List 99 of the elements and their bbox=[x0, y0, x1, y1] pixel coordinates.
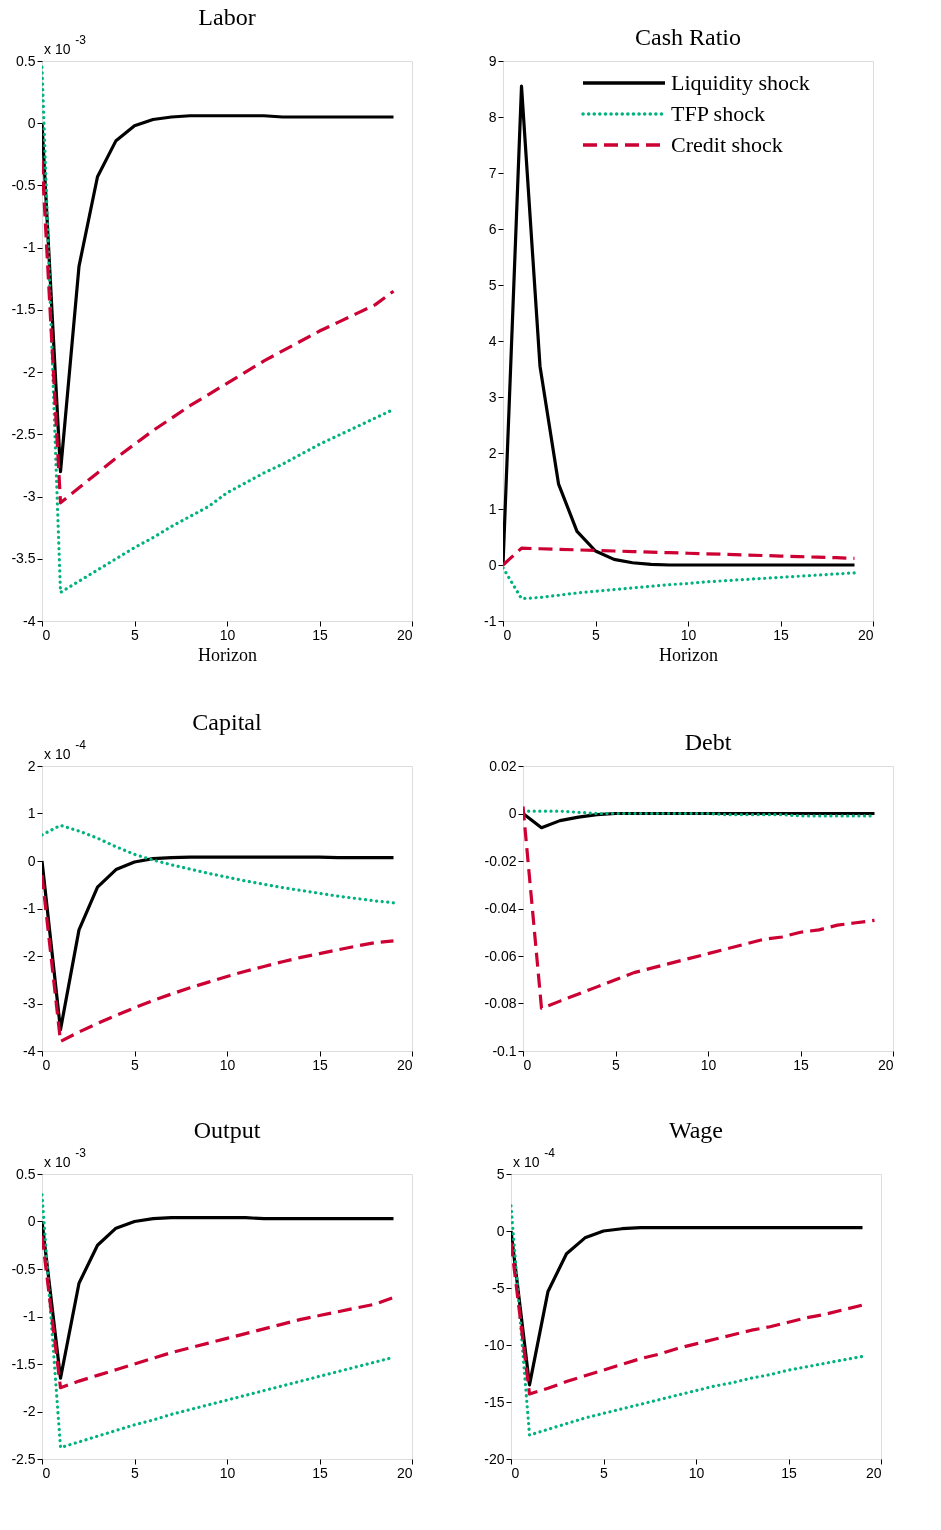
y-tick-label: -0.04 bbox=[484, 900, 517, 916]
chart-title: Wage bbox=[668, 1117, 724, 1143]
y-tick-label: 1 bbox=[27, 805, 36, 821]
y-tick-label: 3 bbox=[488, 388, 497, 405]
y-tick-label: 0 bbox=[27, 852, 36, 869]
y-tick-label: 5 bbox=[488, 276, 497, 293]
y-tick-label: 1 bbox=[488, 500, 497, 517]
y-tick-label: -0.5 bbox=[11, 176, 36, 193]
x-tick-label: 20 bbox=[857, 626, 874, 643]
y-tick-label: 0 bbox=[508, 805, 517, 821]
y-tick-label: -3 bbox=[23, 488, 36, 505]
y-tick-label: -2 bbox=[23, 947, 36, 964]
y-tick-label: -2 bbox=[23, 1403, 36, 1419]
y-tick-label: 6 bbox=[488, 220, 497, 237]
text: x 10-3 bbox=[44, 33, 87, 57]
x-tick-label: 5 bbox=[131, 1056, 140, 1073]
y-tick-label: -10 bbox=[484, 1336, 505, 1353]
line-series bbox=[503, 546, 857, 567]
legend-label: Liquidity shock bbox=[671, 70, 810, 95]
x-tick-label: 20 bbox=[865, 1464, 882, 1481]
y-tick-label: 0 bbox=[496, 1222, 505, 1239]
x-axis-title: Horizon bbox=[198, 644, 257, 665]
y-tick-label: 0.02 bbox=[489, 757, 517, 774]
x-tick-label: 20 bbox=[396, 626, 413, 643]
chart-title: Capital bbox=[192, 709, 262, 735]
y-tick-label: -2.5 bbox=[11, 1450, 36, 1467]
chart-title: Cash Ratio bbox=[635, 24, 741, 50]
x-tick-label: 10 bbox=[219, 1056, 236, 1073]
y-tick-label: -4 bbox=[23, 1042, 36, 1059]
x-tick-label: 20 bbox=[877, 1056, 894, 1073]
y-tick-label: -1 bbox=[484, 612, 497, 629]
x-tick-label: 5 bbox=[592, 626, 601, 643]
y-tick-label: 2 bbox=[27, 757, 36, 774]
x-tick-label: 10 bbox=[680, 626, 697, 643]
y-tick-label: -0.08 bbox=[484, 995, 517, 1011]
line-series bbox=[523, 804, 877, 1010]
y-tick-label: -2.5 bbox=[11, 425, 36, 442]
y-tick-label: -15 bbox=[484, 1393, 505, 1410]
y-tick-label: -0.5 bbox=[11, 1260, 36, 1277]
y-tick-label: 7 bbox=[488, 164, 497, 181]
y-tick-label: -3.5 bbox=[11, 550, 36, 567]
y-tick-label: 5 bbox=[496, 1165, 505, 1182]
x-tick-label: 0 bbox=[42, 1056, 51, 1073]
y-tick-label: 2 bbox=[488, 444, 497, 461]
x-tick-label: 0 bbox=[42, 626, 51, 643]
y-tick-label: 4 bbox=[488, 332, 497, 349]
y-tick-label: 9 bbox=[488, 52, 497, 69]
x-tick-label: 15 bbox=[781, 1464, 797, 1481]
y-tick-label: -0.02 bbox=[484, 852, 517, 869]
x-tick-label: 15 bbox=[773, 626, 789, 643]
legend-label: Credit shock bbox=[671, 132, 783, 157]
x-tick-label: 5 bbox=[612, 1056, 621, 1073]
line-series bbox=[511, 1204, 865, 1437]
x-tick-label: 10 bbox=[700, 1056, 717, 1073]
x-tick-label: 15 bbox=[312, 1056, 328, 1073]
y-tick-label: 0 bbox=[27, 114, 36, 131]
chart-title: Debt bbox=[684, 729, 732, 755]
y-tick-label: -0.1 bbox=[492, 1042, 517, 1059]
y-tick-label: -4 bbox=[23, 612, 36, 629]
x-tick-label: 5 bbox=[131, 626, 140, 643]
x-tick-label: 15 bbox=[312, 626, 328, 643]
text: x 10-4 bbox=[44, 738, 87, 762]
y-tick-label: -20 bbox=[484, 1450, 505, 1467]
x-tick-label: 0 bbox=[42, 1464, 51, 1481]
x-tick-label: 0 bbox=[523, 1056, 532, 1073]
text: x 10-4 bbox=[513, 1146, 556, 1170]
x-tick-label: 10 bbox=[688, 1464, 705, 1481]
x-tick-label: 15 bbox=[312, 1464, 328, 1481]
y-tick-label: 0.5 bbox=[16, 52, 36, 69]
line-series bbox=[42, 1234, 396, 1390]
y-tick-label: 0 bbox=[488, 556, 497, 573]
y-tick-label: -3 bbox=[23, 995, 36, 1011]
y-tick-label: -1 bbox=[23, 239, 36, 256]
x-tick-label: 10 bbox=[219, 626, 236, 643]
line-series bbox=[42, 158, 396, 505]
text: x 10-3 bbox=[44, 1146, 87, 1170]
x-tick-label: 5 bbox=[131, 1464, 140, 1481]
x-tick-label: 10 bbox=[219, 1464, 236, 1481]
y-tick-label: -2 bbox=[23, 363, 36, 380]
y-tick-label: 0.5 bbox=[16, 1165, 36, 1182]
y-tick-label: 8 bbox=[488, 108, 497, 125]
x-tick-label: 20 bbox=[396, 1464, 413, 1481]
x-axis-title: Horizon bbox=[659, 644, 718, 665]
y-tick-label: -1.5 bbox=[11, 1355, 36, 1372]
y-tick-label: -5 bbox=[492, 1279, 505, 1296]
line-series bbox=[42, 823, 396, 905]
chart-title: Output bbox=[193, 1117, 261, 1143]
x-tick-label: 5 bbox=[600, 1464, 609, 1481]
legend-label: TFP shock bbox=[671, 101, 765, 126]
line-series bbox=[42, 873, 396, 1044]
y-tick-label: -1.5 bbox=[11, 301, 36, 318]
x-tick-label: 15 bbox=[793, 1056, 809, 1073]
y-tick-label: -1 bbox=[23, 1308, 36, 1324]
y-tick-label: -0.06 bbox=[484, 947, 517, 964]
y-tick-label: -1 bbox=[23, 900, 36, 916]
line-series bbox=[503, 566, 857, 601]
x-tick-label: 20 bbox=[396, 1056, 413, 1073]
chart-title: Labor bbox=[198, 4, 256, 30]
y-tick-label: 0 bbox=[27, 1213, 36, 1229]
